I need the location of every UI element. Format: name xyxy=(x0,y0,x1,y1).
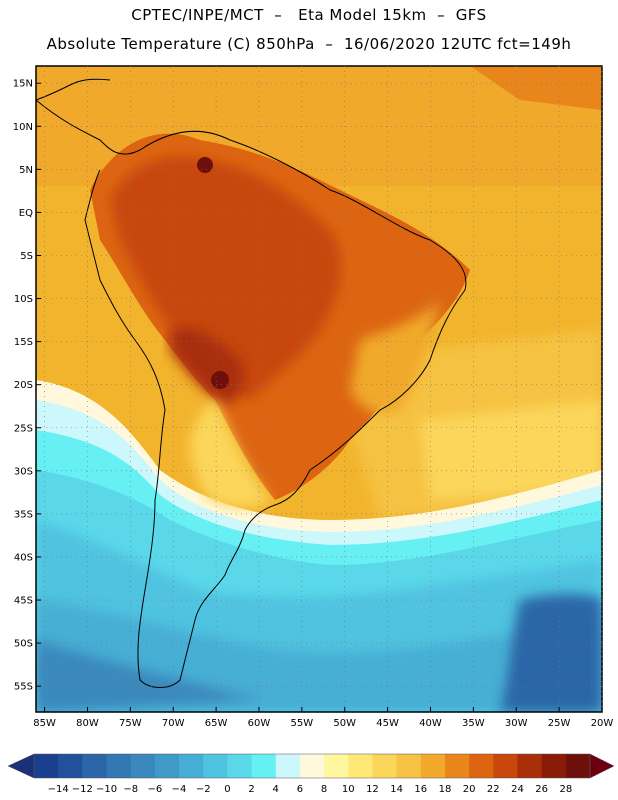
colorbar-label: 20 xyxy=(463,784,476,795)
colorbar-swatch xyxy=(203,754,228,778)
colorbar-label: −10 xyxy=(96,784,117,795)
colorbar-swatch xyxy=(396,754,422,778)
colorbar-label: 22 xyxy=(487,784,500,795)
lon-label: 50W xyxy=(333,718,356,729)
colorbar xyxy=(7,753,615,779)
colorbar-low-arrow xyxy=(7,753,35,779)
lat-label: 45S xyxy=(14,596,33,607)
lat-label: 25S xyxy=(14,423,33,434)
lat-label: 15N xyxy=(13,79,33,90)
colorbar-swatch xyxy=(469,754,494,778)
coastline-central-america xyxy=(36,78,111,101)
colorbar-swatch xyxy=(130,754,156,778)
field-cold-m10 xyxy=(500,594,602,712)
lat-label: 35S xyxy=(14,509,33,520)
colorbar-swatch xyxy=(275,754,301,778)
lat-label: 10N xyxy=(13,122,33,133)
lon-label: 30W xyxy=(505,718,528,729)
lat-label: 15S xyxy=(14,337,33,348)
field-hotspot-chaco xyxy=(211,371,229,389)
lon-label: 75W xyxy=(119,718,142,729)
colorbar-swatch xyxy=(179,754,204,778)
lat-label: 40S xyxy=(14,552,33,563)
colorbar-swatch xyxy=(372,754,398,778)
map-frame xyxy=(35,65,603,713)
field-argentina-plume xyxy=(190,400,270,508)
lat-label: 5N xyxy=(19,165,33,176)
lon-label: 65W xyxy=(205,718,228,729)
lon-label: 60W xyxy=(248,718,271,729)
colorbar-label: 26 xyxy=(535,784,548,795)
colorbar-frame xyxy=(33,753,591,779)
colorbar-label: 14 xyxy=(390,784,403,795)
colorbar-label: −14 xyxy=(48,784,69,795)
field-ne-warm xyxy=(470,66,602,110)
colorbar-label: −12 xyxy=(72,784,93,795)
colorbar-high-arrow xyxy=(589,753,615,779)
colorbar-label: −6 xyxy=(147,784,162,795)
lon-label: 70W xyxy=(162,718,185,729)
colorbar-swatch xyxy=(541,754,567,778)
temperature-field xyxy=(36,66,602,712)
colorbar-swatch xyxy=(299,754,325,778)
longitude-labels: 85W 80W 75W 70W 65W 60W 55W 50W 45W 40W 35W 30W 25W 2… xyxy=(33,718,613,729)
lat-label: EQ xyxy=(19,208,33,219)
colorbar-swatch xyxy=(154,754,180,778)
lon-label: 85W xyxy=(33,718,56,729)
colorbar-swatch xyxy=(517,754,543,778)
lat-label: 10S xyxy=(14,294,33,305)
colorbar-label: 18 xyxy=(439,784,452,795)
lat-label: 50S xyxy=(14,639,33,650)
lat-label: 20S xyxy=(14,380,33,391)
colorbar-swatch xyxy=(34,754,59,778)
field-cold-m6 xyxy=(36,640,260,712)
colorbar-label: 12 xyxy=(366,784,379,795)
colorbar-swatch xyxy=(565,754,591,778)
colorbar-labels: −14 −12 −10 −8 −6 −4 −2 0 2 4 6 8 10 12 14 16 18 20 22 24 26… xyxy=(48,784,573,795)
coastline-south-america xyxy=(36,99,467,688)
colorbar-label: 28 xyxy=(559,784,572,795)
colorbar-swatch xyxy=(493,754,518,778)
field-south-atlantic-light xyxy=(420,400,602,500)
colorbar-label: −4 xyxy=(172,784,187,795)
latitude-labels: 15N 10N 5N EQ 5S 10S 15S 20S 25S 30S 35S 40S 45S 50S 5… xyxy=(13,79,33,693)
colorbar-label: 8 xyxy=(321,784,327,795)
lon-label: 40W xyxy=(419,718,442,729)
colorbar-swatch xyxy=(227,754,253,778)
colorbar-label: 10 xyxy=(342,784,355,795)
colorbar-label: 6 xyxy=(297,784,303,795)
lon-label: 80W xyxy=(76,718,99,729)
colorbar-swatch xyxy=(348,754,373,778)
colorbar-label: 16 xyxy=(414,784,427,795)
colorbar-swatch xyxy=(324,754,349,778)
field-hotspot-venezuela xyxy=(197,157,213,173)
colorbar-swatch xyxy=(444,754,470,778)
colorbar-swatch xyxy=(58,754,83,778)
lat-label: 55S xyxy=(14,682,33,693)
lon-label: 55W xyxy=(291,718,314,729)
chart-subtitle: Absolute Temperature (C) 850hPa – 16/06/… xyxy=(46,35,572,53)
lon-label: 25W xyxy=(548,718,571,729)
colorbar-label: −8 xyxy=(123,784,138,795)
colorbar-swatch xyxy=(82,754,108,778)
gridlines xyxy=(36,66,603,712)
coastline xyxy=(36,78,467,688)
colorbar-label: 4 xyxy=(273,784,279,795)
chart-title: CPTEC/INPE/MCT – Eta Model 15km – GFS xyxy=(131,6,487,24)
lat-label: 5S xyxy=(20,251,33,262)
colorbar-label: 0 xyxy=(224,784,230,795)
field-brazil-coast xyxy=(350,300,440,414)
field-amazon-core xyxy=(110,156,341,400)
colorbar-swatch xyxy=(420,754,446,778)
lon-label: 45W xyxy=(376,718,399,729)
colorbar-swatch xyxy=(106,754,132,778)
colorbar-swatch xyxy=(251,754,277,778)
lon-label: 20W xyxy=(591,718,614,729)
colorbar-label: −2 xyxy=(196,784,211,795)
colorbar-label: 2 xyxy=(248,784,254,795)
lat-label: 30S xyxy=(14,466,33,477)
colorbar-label: 24 xyxy=(511,784,524,795)
lon-label: 35W xyxy=(462,718,485,729)
